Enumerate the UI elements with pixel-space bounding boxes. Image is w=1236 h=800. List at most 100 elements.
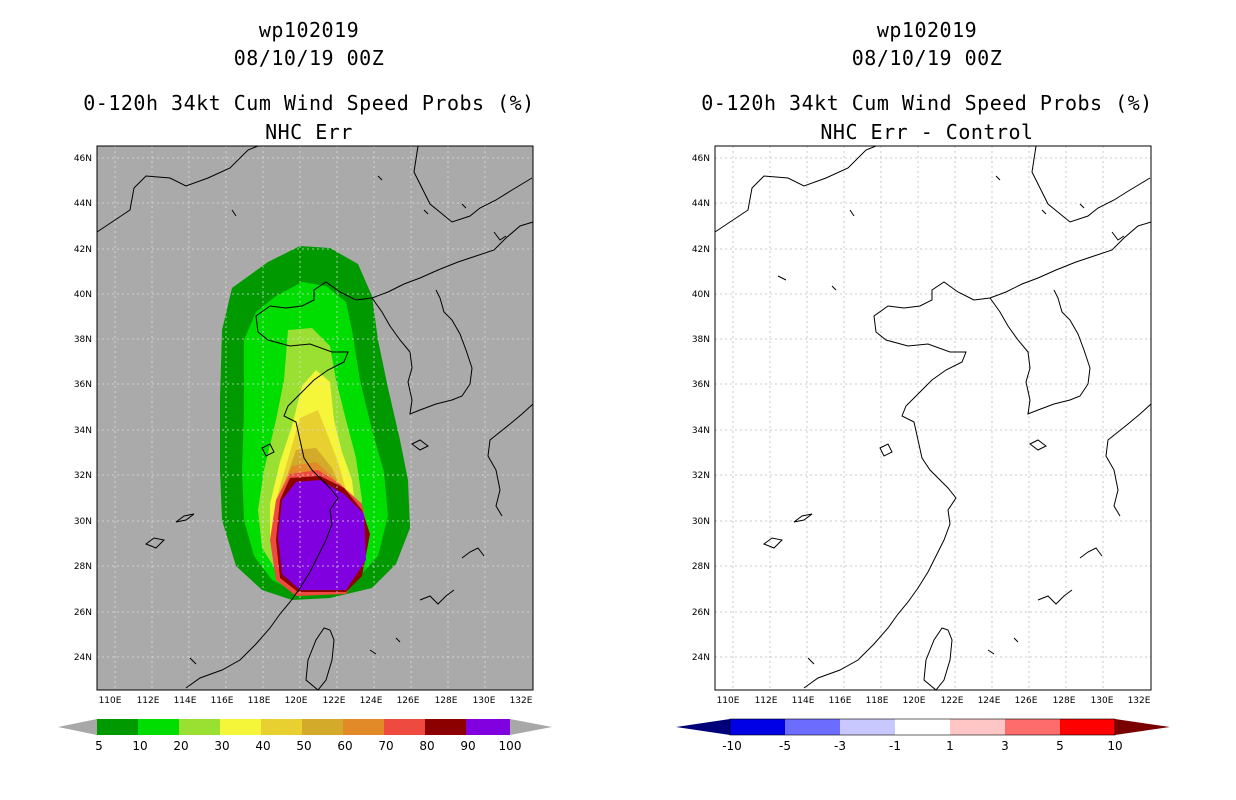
- lat-label: 30N: [74, 517, 92, 527]
- lat-label: 30N: [692, 517, 710, 527]
- lon-label: 120E: [285, 696, 308, 706]
- lat-label: 42N: [692, 245, 710, 255]
- colorbar-swatch: [466, 719, 510, 735]
- lon-label: 114E: [792, 696, 815, 706]
- colorbar-label: 60: [337, 739, 352, 753]
- lon-label: 118E: [248, 696, 271, 706]
- colorbar-swatch: [730, 719, 785, 735]
- lat-label: 26N: [692, 608, 710, 618]
- lat-label: 42N: [74, 245, 92, 255]
- lon-label: 124E: [360, 696, 383, 706]
- lon-label: 132E: [1128, 696, 1151, 706]
- colorbar-left-arrow: [676, 719, 730, 735]
- colorbar-right-arrow: [510, 719, 552, 735]
- colorbar-swatch: [179, 719, 220, 735]
- lat-label: 26N: [74, 608, 92, 618]
- left-panel: wp102019 08/10/19 00Z 0-120h 34kt Cum Wi…: [58, 18, 552, 753]
- right-panel: wp102019 08/10/19 00Z 0-120h 34kt Cum Wi…: [618, 0, 1236, 800]
- lon-label: 112E: [137, 696, 160, 706]
- right-lon-labels: 110E 112E 114E 116E 118E 120E 122E 124E …: [717, 696, 1151, 706]
- colorbar-swatch: [261, 719, 302, 735]
- colorbar-swatch: [97, 719, 138, 735]
- colorbar-swatch: [138, 719, 179, 735]
- colorbar-label: 5: [1056, 739, 1064, 753]
- lat-label: 36N: [692, 380, 710, 390]
- colorbar-label: 80: [419, 739, 434, 753]
- lat-label: 24N: [692, 653, 710, 663]
- colorbar-label: -3: [834, 739, 846, 753]
- right-map-frame: [714, 145, 1152, 691]
- left-map-frame: [96, 145, 534, 691]
- colorbar-label: -5: [779, 739, 791, 753]
- lat-label: 24N: [74, 653, 92, 663]
- lon-label: 114E: [174, 696, 197, 706]
- right-map: 46N 44N 42N 40N 38N 36N 34N 32N 30N 28N …: [676, 145, 1170, 753]
- colorbar-label: 70: [378, 739, 393, 753]
- lat-label: 28N: [692, 562, 710, 572]
- colorbar-label: -1: [889, 739, 901, 753]
- colorbar-swatch: [384, 719, 425, 735]
- left-product-title: 0-120h 34kt Cum Wind Speed Probs (%): [83, 91, 535, 115]
- right-datetime: 08/10/19 00Z: [851, 46, 1003, 70]
- colorbar-label: 100: [499, 739, 522, 753]
- colorbar-swatch: [950, 719, 1005, 735]
- left-lon-labels: 110E 112E 114E 116E 118E 120E 122E 124E …: [99, 696, 533, 706]
- left-lat-labels: 46N 44N 42N 40N 38N 36N 34N 32N 30N 28N …: [74, 154, 92, 663]
- lat-label: 32N: [74, 471, 92, 481]
- colorbar-swatch: [1005, 719, 1060, 735]
- lon-label: 116E: [829, 696, 852, 706]
- colorbar-swatch: [425, 719, 466, 735]
- right-product-title: 0-120h 34kt Cum Wind Speed Probs (%): [701, 91, 1153, 115]
- lat-label: 46N: [692, 154, 710, 164]
- colorbar-swatch: [840, 719, 895, 735]
- lon-label: 126E: [1015, 696, 1038, 706]
- colorbar-label: 50: [296, 739, 311, 753]
- left-storm-id: wp102019: [258, 18, 360, 42]
- lon-label: 126E: [397, 696, 420, 706]
- colorbar-swatch: [895, 719, 950, 735]
- lat-label: 32N: [692, 471, 710, 481]
- left-map: 46N 44N 42N 40N 38N 36N 34N 32N 30N 28N …: [58, 145, 552, 753]
- lon-label: 122E: [323, 696, 346, 706]
- lon-label: 128E: [435, 696, 458, 706]
- lat-label: 40N: [74, 290, 92, 300]
- colorbar-label: 20: [173, 739, 188, 753]
- left-colorbar: 5 10 20 30 40 50 60 70 80 90 100: [58, 719, 552, 753]
- colorbar-label: -10: [722, 739, 742, 753]
- lon-label: 110E: [99, 696, 122, 706]
- lon-label: 132E: [510, 696, 533, 706]
- colorbar-label: 90: [460, 739, 475, 753]
- colorbar-label: 40: [255, 739, 270, 753]
- colorbar-swatch: [343, 719, 384, 735]
- lon-label: 112E: [755, 696, 778, 706]
- colorbar-swatch: [220, 719, 261, 735]
- colorbar-swatch: [302, 719, 343, 735]
- colorbar-right-arrow: [1115, 719, 1170, 735]
- colorbar-swatch: [1060, 719, 1115, 735]
- colorbar-label: 10: [1107, 739, 1122, 753]
- colorbar-outline: [729, 718, 1116, 736]
- right-map-background: [715, 146, 1151, 690]
- lon-label: 130E: [1091, 696, 1114, 706]
- lat-label: 36N: [74, 380, 92, 390]
- lon-label: 120E: [903, 696, 926, 706]
- lon-label: 124E: [978, 696, 1001, 706]
- right-lat-labels: 46N 44N 42N 40N 38N 36N 34N 32N 30N 28N …: [692, 154, 710, 663]
- lon-label: 118E: [866, 696, 889, 706]
- left-coastlines: [96, 145, 534, 691]
- right-subtitle: NHC Err - Control: [820, 120, 1034, 144]
- lat-label: 44N: [74, 199, 92, 209]
- right-coastlines: [714, 145, 1152, 691]
- left-subtitle: NHC Err: [265, 120, 353, 144]
- lat-label: 38N: [692, 335, 710, 345]
- left-datetime: 08/10/19 00Z: [233, 46, 385, 70]
- lat-label: 34N: [692, 426, 710, 436]
- colorbar-label: 1: [946, 739, 954, 753]
- colorbar-label: 3: [1001, 739, 1009, 753]
- lon-label: 122E: [941, 696, 964, 706]
- colorbar-left-arrow: [58, 719, 97, 735]
- lon-label: 116E: [211, 696, 234, 706]
- colorbar-label: 5: [95, 739, 103, 753]
- lat-label: 40N: [692, 290, 710, 300]
- colorbar-swatch: [785, 719, 840, 735]
